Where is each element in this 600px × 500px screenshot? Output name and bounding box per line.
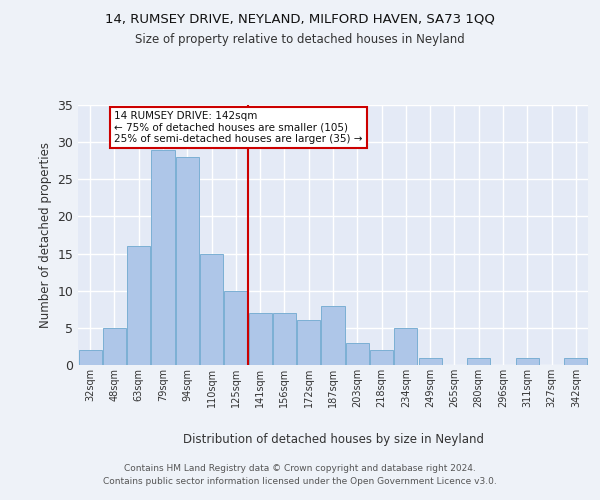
Bar <box>370 350 393 365</box>
Bar <box>176 157 199 365</box>
Bar <box>419 358 442 365</box>
Bar <box>322 306 344 365</box>
Y-axis label: Number of detached properties: Number of detached properties <box>39 142 52 328</box>
Text: Distribution of detached houses by size in Neyland: Distribution of detached houses by size … <box>182 432 484 446</box>
Bar <box>273 313 296 365</box>
Bar <box>248 313 272 365</box>
Bar <box>516 358 539 365</box>
Bar <box>103 328 126 365</box>
Bar <box>127 246 150 365</box>
Bar <box>224 290 247 365</box>
Bar <box>200 254 223 365</box>
Text: 14 RUMSEY DRIVE: 142sqm
← 75% of detached houses are smaller (105)
25% of semi-d: 14 RUMSEY DRIVE: 142sqm ← 75% of detache… <box>115 111 363 144</box>
Bar <box>297 320 320 365</box>
Bar <box>79 350 101 365</box>
Text: 14, RUMSEY DRIVE, NEYLAND, MILFORD HAVEN, SA73 1QQ: 14, RUMSEY DRIVE, NEYLAND, MILFORD HAVEN… <box>105 12 495 26</box>
Bar <box>565 358 587 365</box>
Bar <box>151 150 175 365</box>
Text: Size of property relative to detached houses in Neyland: Size of property relative to detached ho… <box>135 32 465 46</box>
Text: Contains public sector information licensed under the Open Government Licence v3: Contains public sector information licen… <box>103 478 497 486</box>
Text: Contains HM Land Registry data © Crown copyright and database right 2024.: Contains HM Land Registry data © Crown c… <box>124 464 476 473</box>
Bar <box>346 342 369 365</box>
Bar <box>394 328 418 365</box>
Bar <box>467 358 490 365</box>
